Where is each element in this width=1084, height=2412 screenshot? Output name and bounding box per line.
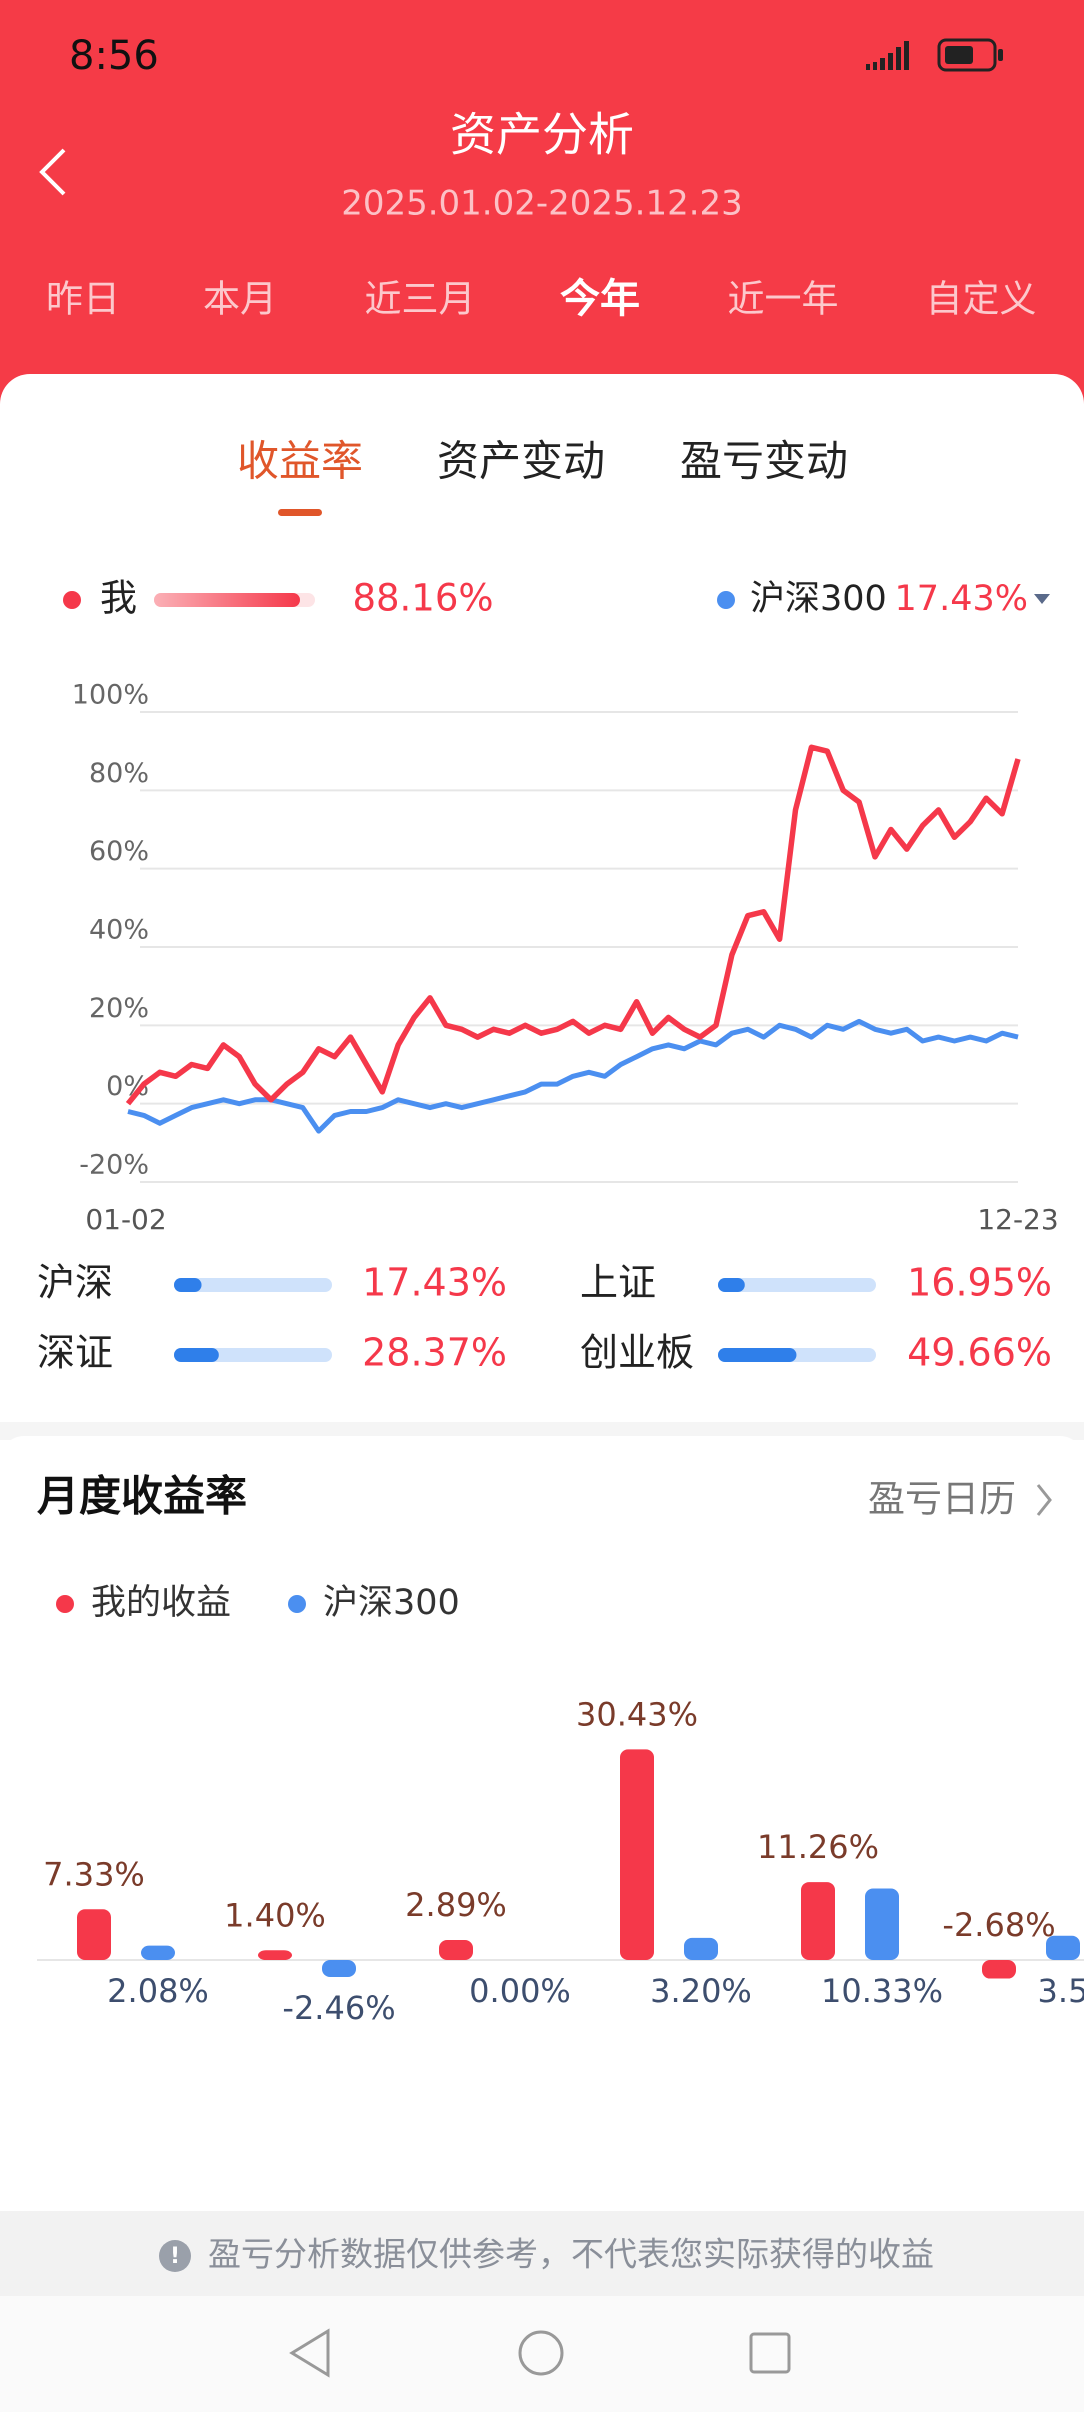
- date-range: 2025.01.02-2025.12.23: [341, 184, 743, 224]
- period-tab[interactable]: 昨日: [46, 278, 120, 321]
- separator: [0, 1422, 1084, 1440]
- index-track: [174, 1278, 332, 1292]
- y-tick-label: 80%: [89, 758, 149, 789]
- bar-label: 3.20%: [650, 1972, 752, 2010]
- y-tick-label: -20%: [79, 1150, 149, 1181]
- index-bar: [718, 1348, 797, 1362]
- page-title: 资产分析: [450, 108, 634, 162]
- bar: [322, 1960, 356, 1978]
- bar-label: 3.5: [1038, 1972, 1084, 2010]
- nav-home[interactable]: [518, 2330, 564, 2376]
- back-button[interactable]: [39, 148, 66, 196]
- legend-summary: 17.43%: [895, 579, 1028, 619]
- bar: [982, 1960, 1016, 1979]
- index-track: [718, 1278, 876, 1292]
- legend-dot: [63, 591, 81, 609]
- index-name: 上证: [580, 1261, 656, 1305]
- x-tick-label: 01-02: [85, 1203, 166, 1236]
- index-bar: [174, 1278, 202, 1292]
- info-icon-glyph: !: [170, 2244, 180, 2269]
- nav-back[interactable]: [289, 2328, 330, 2378]
- bar-label: 1.40%: [224, 1896, 326, 1934]
- bar-label: -2.68%: [942, 1906, 1055, 1944]
- index-name: 沪深: [37, 1261, 113, 1305]
- card: [0, 374, 1084, 1434]
- index-value: 17.43%: [362, 1261, 507, 1305]
- y-tick-label: 100%: [72, 680, 149, 711]
- index-value: 16.95%: [907, 1261, 1052, 1305]
- info-icon: [159, 2240, 191, 2272]
- bar: [801, 1882, 835, 1960]
- bar: [258, 1950, 292, 1960]
- sub-tab[interactable]: 资产变动: [437, 437, 605, 486]
- line-series: [127, 1018, 1019, 1134]
- section-title: 月度收益率: [37, 1472, 247, 1521]
- legend-name: 我的收益: [91, 1583, 231, 1623]
- bar: [620, 1749, 654, 1960]
- period-tab[interactable]: 近三月: [365, 278, 476, 321]
- time: 8:56: [69, 33, 159, 79]
- x-tick-label: 12-23: [977, 1203, 1058, 1236]
- y-tick-label: 40%: [89, 915, 149, 946]
- nav-recent[interactable]: [749, 2332, 791, 2374]
- y-tick-label: 60%: [89, 836, 149, 867]
- index-bar: [718, 1278, 745, 1292]
- bar-label: -2.46%: [282, 1989, 395, 2027]
- y-tick-label: 20%: [89, 993, 149, 1024]
- calendar-link[interactable]: 盈亏日历: [868, 1478, 1016, 1521]
- signal: [866, 41, 909, 70]
- bar-label: 11.26%: [757, 1828, 879, 1866]
- chevron[interactable]: [1036, 1484, 1052, 1516]
- index-bar: [174, 1348, 219, 1362]
- bar: [141, 1945, 175, 1960]
- legend-name: 沪深300: [323, 1583, 460, 1623]
- legend-name: 我: [100, 577, 137, 620]
- tab-underline: [278, 509, 322, 516]
- bar-label: 10.33%: [821, 1972, 943, 2010]
- period-tab[interactable]: 自定义: [926, 278, 1037, 321]
- notice: 盈亏分析数据仅供参考，不代表您实际获得的收益: [208, 2235, 934, 2274]
- period-tab[interactable]: 本月: [203, 278, 277, 321]
- bar-label: 7.33%: [43, 1855, 145, 1893]
- index-name: 深证: [37, 1331, 113, 1375]
- sub-tab[interactable]: 盈亏变动: [680, 437, 848, 486]
- period-tab[interactable]: 今年: [560, 276, 640, 322]
- nav-bar: [0, 2296, 1084, 2412]
- battery: [937, 38, 1003, 72]
- legend-dot: [56, 1595, 74, 1613]
- legend-name: 沪深300: [750, 579, 887, 619]
- bar-label: 2.08%: [107, 1972, 209, 2010]
- bar: [77, 1909, 111, 1960]
- legend-dot: [288, 1595, 306, 1613]
- legend-summary: 88.16%: [352, 577, 493, 620]
- line-series: [125, 744, 1021, 1106]
- header-bg: [0, 0, 1084, 420]
- period-tab[interactable]: 近一年: [728, 278, 839, 321]
- bar: [865, 1888, 899, 1960]
- bar-label: 2.89%: [405, 1886, 507, 1924]
- bar-label: 0.00%: [469, 1972, 571, 2010]
- bar: [684, 1937, 718, 1960]
- index-name: 创业板: [580, 1331, 694, 1375]
- legend-bar: [154, 593, 300, 607]
- sub-tab[interactable]: 收益率: [237, 437, 363, 486]
- dropdown[interactable]: [1034, 594, 1050, 604]
- card: [0, 1436, 1084, 2216]
- index-value: 49.66%: [907, 1331, 1052, 1375]
- bar-label: 30.43%: [576, 1695, 698, 1733]
- legend-dot: [717, 591, 735, 609]
- bar: [1046, 1935, 1080, 1960]
- index-value: 28.37%: [362, 1331, 507, 1375]
- bar: [439, 1940, 473, 1960]
